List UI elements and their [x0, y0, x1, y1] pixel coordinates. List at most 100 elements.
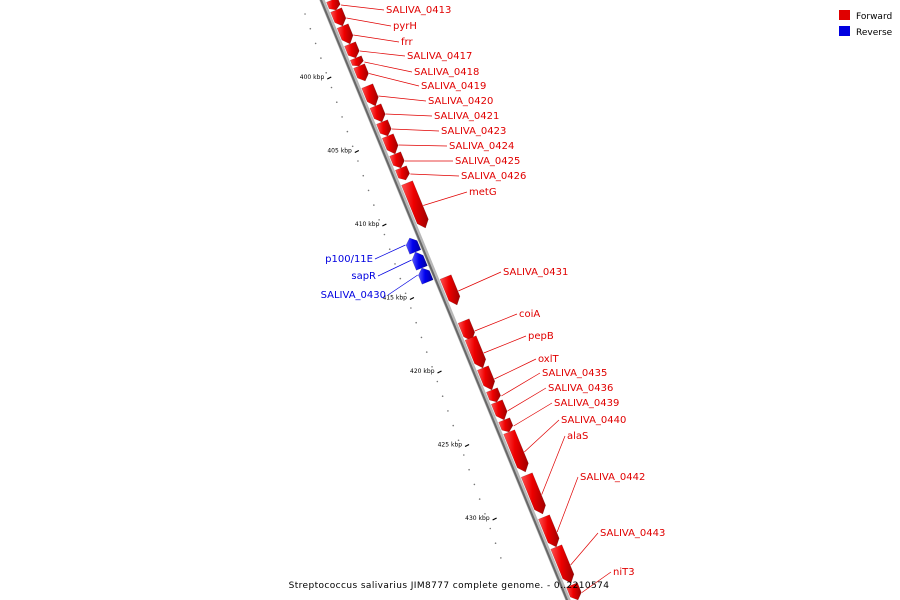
forward-gene-arrow[interactable] [520, 472, 546, 515]
forward-gene-label[interactable]: SALIVA_0413 [386, 5, 451, 16]
forward-gene-leader [353, 34, 400, 43]
forward-gene-arrow[interactable] [336, 23, 354, 45]
forward-gene-arrow[interactable] [389, 151, 405, 169]
forward-gene-arrow[interactable] [486, 387, 501, 403]
guide-dot [410, 307, 412, 309]
forward-gene-label[interactable]: SALIVA_0423 [441, 126, 506, 137]
guide-dot [341, 116, 343, 118]
gene-features [326, 0, 582, 600]
tick-label: 415 kbp [382, 295, 407, 302]
forward-gene-arrow[interactable] [439, 274, 461, 306]
legend: Forward Reverse [839, 10, 893, 38]
forward-gene-label[interactable]: pepB [528, 331, 554, 342]
tick-mark [409, 296, 415, 301]
guide-dot [473, 483, 476, 486]
forward-gene-label[interactable]: alaS [567, 431, 588, 442]
forward-gene-label[interactable]: pyrH [393, 21, 417, 32]
forward-gene-label[interactable]: SALIVA_0420 [428, 96, 493, 107]
forward-gene-arrow[interactable] [353, 63, 369, 82]
forward-gene-arrow[interactable] [457, 318, 475, 342]
forward-gene-label[interactable]: SALIVA_0435 [542, 368, 607, 379]
tick-label: 400 kbp [300, 74, 325, 81]
gene-labels: SALIVA_0413 pyrH frr SALIVA_0417 SALIVA_0418… [321, 4, 665, 593]
forward-gene-label[interactable]: SALIVA_0425 [455, 156, 520, 167]
forward-gene-label[interactable]: coiA [519, 309, 540, 320]
forward-gene-leader [541, 435, 566, 495]
guide-dot [394, 263, 396, 265]
forward-gene-leader [581, 571, 612, 593]
reverse-gene-label[interactable]: SALIVA_0430 [321, 290, 386, 301]
forward-gene-leader [369, 73, 420, 87]
forward-gene-arrow[interactable] [344, 41, 360, 59]
guide-dot [494, 542, 497, 544]
forward-gene-label[interactable]: SALIVA_0419 [421, 81, 486, 92]
forward-gene-arrow[interactable] [361, 83, 379, 107]
forward-gene-leader [385, 113, 433, 117]
forward-gene-arrow[interactable] [538, 514, 560, 548]
forward-gene-arrow[interactable] [498, 417, 514, 433]
guide-dot [367, 189, 370, 192]
forward-gene-label[interactable]: SALIVA_0442 [580, 472, 645, 483]
forward-gene-leader [570, 532, 599, 566]
forward-gene-label[interactable]: SALIVA_0418 [414, 67, 479, 78]
reverse-gene-arrow[interactable] [418, 267, 434, 285]
tick-mark [354, 149, 360, 154]
forward-gene-label[interactable]: oxlT [538, 354, 560, 365]
forward-gene-arrow[interactable] [369, 103, 386, 123]
guide-dot [325, 72, 328, 74]
forward-gene-label[interactable]: SALIVA_0443 [600, 528, 665, 539]
guide-dot [335, 101, 338, 103]
forward-gene-arrow[interactable] [565, 582, 582, 600]
guide-dot [320, 57, 322, 59]
reverse-gene-leader [377, 259, 412, 277]
guide-dot [351, 145, 354, 148]
forward-gene-arrow[interactable] [395, 165, 410, 181]
tick-label: 425 kbp [438, 442, 463, 449]
forward-gene-label[interactable]: frr [401, 37, 413, 48]
forward-gene-arrow[interactable] [503, 429, 529, 473]
forward-gene-leader [458, 271, 502, 292]
guide-dot [399, 277, 402, 280]
forward-gene-label[interactable]: metG [469, 187, 497, 198]
forward-gene-arrow[interactable] [477, 365, 496, 391]
forward-gene-arrow[interactable] [326, 0, 341, 11]
forward-gene-leader [364, 61, 413, 73]
guide-dot [388, 248, 391, 250]
legend-forward-label: Forward [856, 12, 892, 22]
guide-dot [457, 439, 460, 442]
guide-dot [373, 204, 375, 206]
forward-gene-arrow[interactable] [349, 55, 364, 67]
tick-label: 430 kbp [465, 515, 490, 522]
genome-backbone [319, 0, 571, 600]
forward-gene-label[interactable]: SALIVA_0424 [449, 141, 514, 152]
forward-gene-arrow[interactable] [550, 544, 575, 584]
forward-gene-arrow[interactable] [490, 399, 508, 421]
forward-gene-label[interactable]: SALIVA_0440 [561, 415, 626, 426]
guide-dot [463, 454, 465, 456]
legend-reverse-label: Reverse [856, 28, 893, 38]
forward-gene-arrow[interactable] [401, 180, 429, 229]
forward-gene-label[interactable]: SALIVA_0426 [461, 171, 526, 182]
forward-gene-label[interactable]: SALIVA_0417 [407, 51, 472, 62]
forward-gene-leader [507, 387, 547, 412]
forward-gene-arrow[interactable] [376, 119, 392, 137]
backbone-line [319, 0, 569, 600]
forward-gene-label[interactable]: SALIVA_0431 [503, 267, 568, 278]
forward-gene-label[interactable]: SALIVA_0421 [434, 111, 499, 122]
reverse-gene-leader [374, 244, 406, 260]
guide-dot [383, 233, 386, 236]
guide-dot [404, 292, 407, 295]
guide-dot [489, 527, 492, 530]
forward-gene-arrow[interactable] [464, 335, 487, 369]
forward-gene-label[interactable]: niT3 [613, 567, 635, 578]
guide-dot [441, 395, 444, 398]
forward-gene-label[interactable]: SALIVA_0436 [548, 383, 613, 394]
forward-gene-arrow[interactable] [381, 133, 399, 155]
forward-gene-leader [359, 50, 406, 57]
reverse-gene-label[interactable]: p100/11E [325, 254, 373, 265]
forward-gene-arrow[interactable] [330, 7, 347, 27]
guide-dot [378, 219, 380, 221]
forward-gene-label[interactable]: SALIVA_0439 [554, 398, 619, 409]
reverse-gene-label[interactable]: sapR [351, 271, 376, 282]
